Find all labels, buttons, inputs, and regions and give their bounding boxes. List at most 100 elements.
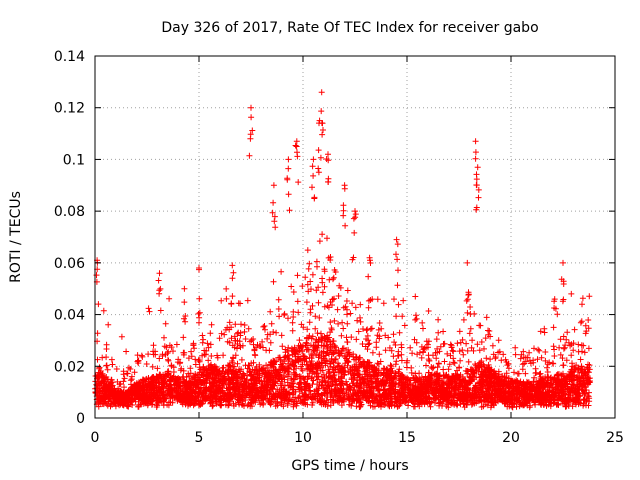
data-point [395,301,402,308]
data-point [165,348,172,355]
data-point [186,399,193,405]
data-point [450,348,457,355]
data-point [337,284,344,291]
data-point [474,341,481,348]
data-point [549,393,556,400]
data-point [289,327,296,334]
data-point [330,364,337,371]
data-point [371,403,378,410]
data-point [425,394,432,401]
data-point [309,381,316,388]
data-point [441,340,448,347]
data-point [563,357,570,364]
data-point [486,389,493,396]
data-point [203,376,210,383]
data-point [192,361,199,368]
data-point [286,365,293,372]
data-point [307,309,314,316]
data-point [330,397,337,404]
data-point [420,346,427,353]
data-point [479,379,486,386]
data-point [220,352,227,359]
data-point [577,319,584,326]
data-point [324,302,331,309]
data-point [355,328,362,335]
data-point [538,402,545,408]
data-point [490,385,497,392]
data-point [289,319,296,326]
data-point [159,351,166,358]
data-point [297,380,304,387]
data-point [207,399,214,406]
data-point [363,397,370,404]
data-point [357,314,363,321]
data-point [240,388,247,395]
data-point [307,361,314,368]
data-point [173,341,180,348]
data-point [204,340,211,347]
data-point [398,351,405,358]
data-point [386,378,393,384]
data-point [459,336,466,343]
data-point [388,363,395,370]
data-point [340,345,347,352]
data-point [263,362,270,369]
data-point [512,344,519,351]
data-point [305,394,312,400]
data-point [487,356,494,363]
data-point [351,366,358,373]
data-point [391,296,397,303]
data-point [266,374,273,381]
data-point [351,374,358,381]
data-point [338,375,345,382]
data-point [275,306,282,312]
data-point [166,295,173,302]
data-point [567,342,574,349]
data-point [301,376,307,383]
data-point [471,310,478,317]
data-point [344,339,351,345]
data-point [298,344,305,351]
data-point [374,360,381,367]
data-point [136,379,143,386]
data-point [512,351,519,358]
data-point [103,362,110,369]
data-point [299,367,306,374]
data-point [550,397,557,404]
data-point [380,300,387,307]
data-point [281,312,288,318]
data-point [460,351,467,358]
data-point [219,365,226,371]
data-point [208,353,215,359]
data-point [176,383,183,390]
data-point [276,313,283,320]
data-point [483,314,490,321]
data-point [200,363,207,370]
data-point [575,341,582,348]
data-point [489,398,496,405]
data-point [369,384,376,391]
data-point [92,390,99,397]
data-point [237,374,244,381]
data-point [162,320,169,327]
data-point [535,391,542,398]
data-point [313,361,320,368]
data-point [364,387,371,394]
data-point [320,371,327,378]
data-point [205,386,212,393]
data-point [225,371,232,378]
data-point [390,381,397,388]
data-point [207,341,214,348]
data-point [134,352,141,359]
data-point [338,402,345,409]
data-point [192,382,199,389]
data-point [320,377,327,384]
data-point [560,345,567,352]
data-point [324,235,330,242]
data-point [513,403,520,410]
data-point [423,362,429,369]
data-point [306,319,313,326]
data-point [365,304,372,311]
data-point [309,392,316,399]
data-point [353,336,360,343]
